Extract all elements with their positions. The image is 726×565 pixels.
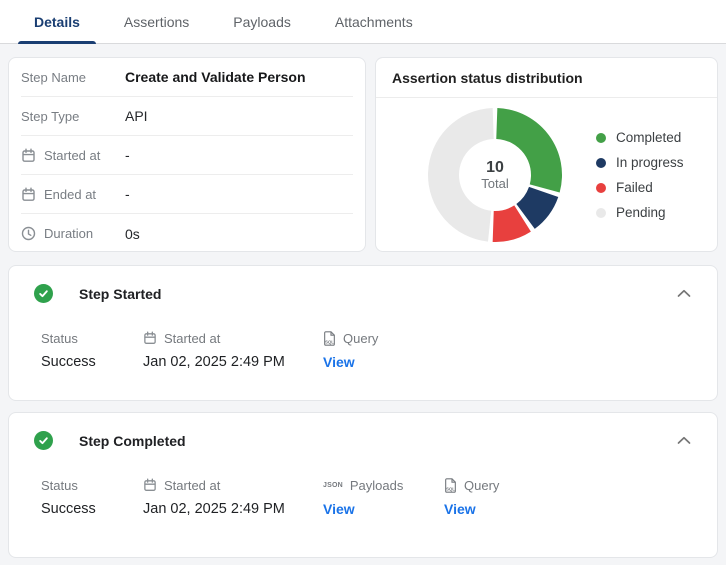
legend-dot bbox=[596, 207, 606, 218]
step-completed-fields: Status Success Started at Jan 02, 2025 2… bbox=[25, 477, 701, 518]
legend-item-in-progress[interactable]: In progress bbox=[596, 155, 684, 170]
calendar-icon bbox=[21, 187, 36, 202]
query-view-link[interactable]: View bbox=[323, 354, 355, 370]
active-tab-underline bbox=[18, 41, 96, 44]
field-status: Status Success bbox=[41, 477, 143, 518]
donut-slice-pending[interactable] bbox=[428, 108, 494, 242]
check-circle-icon bbox=[34, 431, 53, 450]
detail-label: Ended at bbox=[21, 187, 125, 202]
tab-payloads[interactable]: Payloads bbox=[217, 0, 307, 43]
tab-assertions[interactable]: Assertions bbox=[108, 0, 205, 43]
started-at-value: Jan 02, 2025 2:49 PM bbox=[143, 501, 285, 517]
sql-file-icon bbox=[444, 478, 457, 493]
started-at-value: - bbox=[125, 147, 130, 163]
legend-item-completed[interactable]: Completed bbox=[596, 130, 684, 145]
legend-label: Completed bbox=[616, 130, 682, 145]
started-at-value: Jan 02, 2025 2:49 PM bbox=[143, 354, 285, 370]
detail-row-started-at: Started at - bbox=[21, 136, 353, 175]
donut-slice-in-progress[interactable] bbox=[516, 186, 559, 229]
field-started-at: Started at Jan 02, 2025 2:49 PM bbox=[143, 330, 323, 371]
tab-label: Payloads bbox=[233, 13, 291, 30]
assertion-distribution-card: Assertion status distribution 10 Total C… bbox=[375, 57, 718, 252]
tab-label: Assertions bbox=[123, 13, 190, 30]
payloads-view-link[interactable]: View bbox=[323, 501, 355, 517]
field-query: Query View bbox=[444, 477, 500, 518]
legend-dot bbox=[596, 132, 606, 143]
legend-label: Failed bbox=[616, 180, 653, 195]
chart-title: Assertion status distribution bbox=[392, 69, 583, 86]
tab-attachments[interactable]: Attachments bbox=[319, 0, 429, 43]
field-status: Status Success bbox=[41, 330, 143, 371]
chart-area: 10 Total Completed In progress Failed Pendi… bbox=[376, 98, 717, 252]
detail-row-step-type: Step Type API bbox=[21, 97, 353, 136]
sql-file-icon bbox=[323, 331, 336, 346]
calendar-icon bbox=[143, 331, 157, 345]
detail-row-step-name: Step Name Create and Validate Person bbox=[21, 58, 353, 97]
step-started-card: Step Started Status Success Started at J… bbox=[8, 265, 718, 401]
json-icon: JSON bbox=[323, 481, 343, 489]
step-started-header[interactable]: Step Started bbox=[25, 284, 701, 303]
legend-dot bbox=[596, 157, 606, 168]
detail-label: Step Type bbox=[21, 108, 80, 124]
duration-value: 0s bbox=[125, 225, 140, 242]
status-value: Success bbox=[41, 354, 96, 370]
chart-card-header: Assertion status distribution bbox=[376, 58, 717, 98]
ended-at-value: - bbox=[125, 186, 130, 202]
donut-chart: 10 Total bbox=[428, 108, 562, 242]
chart-legend: Completed In progress Failed Pending bbox=[596, 130, 684, 220]
field-payloads: JSON Payloads View bbox=[323, 477, 404, 518]
clock-icon bbox=[21, 226, 36, 241]
tab-label: Details bbox=[34, 13, 80, 30]
step-details-card: Step Name Create and Validate Person Ste… bbox=[8, 57, 366, 252]
check-circle-icon bbox=[34, 284, 53, 303]
step-started-fields: Status Success Started at Jan 02, 2025 2… bbox=[25, 330, 701, 371]
detail-label: Started at bbox=[21, 148, 125, 163]
legend-label: In progress bbox=[616, 155, 684, 170]
tab-bar: Details Assertions Payloads Attachments bbox=[0, 0, 726, 44]
step-name-value: Create and Validate Person bbox=[125, 69, 306, 85]
calendar-icon bbox=[21, 148, 36, 163]
field-query: Query View bbox=[323, 330, 379, 371]
collapse-button[interactable] bbox=[673, 285, 695, 302]
calendar-icon bbox=[143, 478, 157, 492]
section-title: Step Completed bbox=[79, 432, 186, 449]
donut-slice-completed[interactable] bbox=[496, 108, 562, 193]
section-title: Step Started bbox=[79, 285, 162, 302]
chevron-up-icon bbox=[677, 289, 691, 298]
donut-svg bbox=[428, 108, 562, 242]
step-completed-header[interactable]: Step Completed bbox=[25, 431, 701, 450]
legend-item-failed[interactable]: Failed bbox=[596, 180, 684, 195]
tab-details[interactable]: Details bbox=[18, 0, 96, 44]
donut-slice-failed[interactable] bbox=[492, 205, 531, 242]
step-type-value: API bbox=[125, 108, 148, 124]
status-value: Success bbox=[41, 501, 96, 517]
query-view-link[interactable]: View bbox=[444, 501, 476, 517]
chevron-up-icon bbox=[677, 436, 691, 445]
collapse-button[interactable] bbox=[673, 432, 695, 449]
legend-label: Pending bbox=[616, 205, 666, 220]
detail-row-duration: Duration 0s bbox=[21, 214, 353, 253]
step-completed-card: Step Completed Status Success Started at… bbox=[8, 412, 718, 558]
legend-dot bbox=[596, 182, 606, 193]
field-started-at: Started at Jan 02, 2025 2:49 PM bbox=[143, 477, 323, 518]
tab-label: Attachments bbox=[334, 13, 413, 30]
detail-label: Duration bbox=[21, 226, 125, 241]
detail-row-ended-at: Ended at - bbox=[21, 175, 353, 214]
legend-item-pending[interactable]: Pending bbox=[596, 205, 684, 220]
detail-label: Step Name bbox=[21, 69, 87, 85]
